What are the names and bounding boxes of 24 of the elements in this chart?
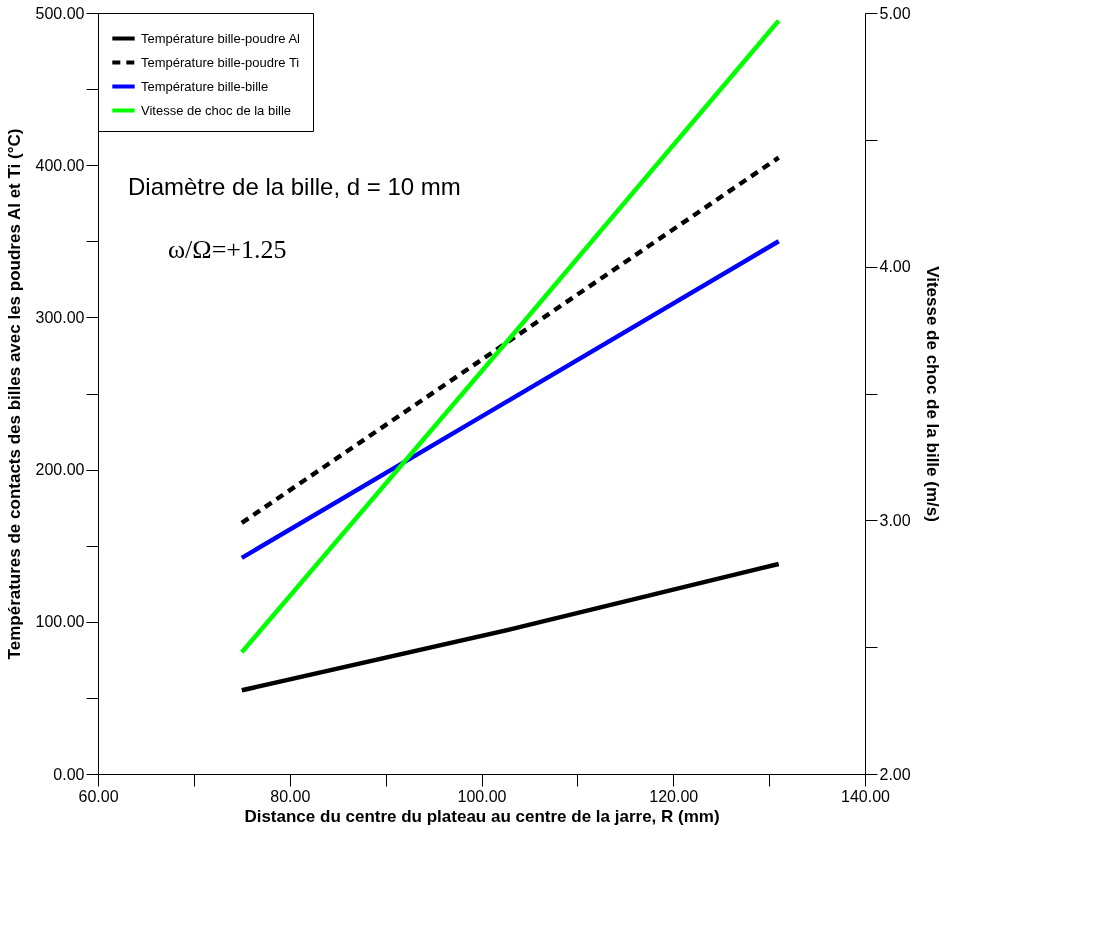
y-tick-label: 0.00	[53, 765, 85, 783]
y-tick-label: 300.00	[35, 308, 85, 326]
legend-label: Température bille-poudre Ti	[141, 54, 300, 70]
x-tick-label: 80.00	[270, 787, 311, 805]
y2-tick-label: 4.00	[879, 258, 911, 276]
x-tick-label: 140.00	[841, 787, 891, 805]
y2-axis-title: Vitesse de choc de la bille (m/s)	[922, 266, 942, 522]
y-tick-label: 400.00	[35, 156, 85, 174]
x-axis-title: Distance du centre du plateau au centre de la jarre, R (mm)	[244, 806, 720, 826]
legend-label: Température bille-poudre Al	[141, 30, 301, 46]
y-axis-title: Températures de contacts des billes avec les poudres Al et Ti (°C)	[4, 128, 24, 660]
x-tick-label: 120.00	[649, 787, 699, 805]
x-tick-label: 60.00	[78, 787, 119, 805]
y2-tick-label: 5.00	[879, 4, 911, 22]
x-tick-label: 100.00	[457, 787, 507, 805]
annotation: ω/Ω=+1.25	[168, 235, 287, 264]
annotation: Diamètre de la bille, d = 10 mm	[128, 173, 461, 200]
y-tick-label: 200.00	[35, 461, 85, 479]
y-tick-label: 500.00	[35, 4, 85, 22]
legend-label: Température bille-bille	[141, 78, 269, 94]
y-tick-label: 100.00	[35, 613, 85, 631]
y2-tick-label: 3.00	[879, 511, 911, 529]
y2-tick-label: 2.00	[879, 765, 911, 783]
legend-label: Vitesse de choc de la bille	[141, 102, 292, 118]
